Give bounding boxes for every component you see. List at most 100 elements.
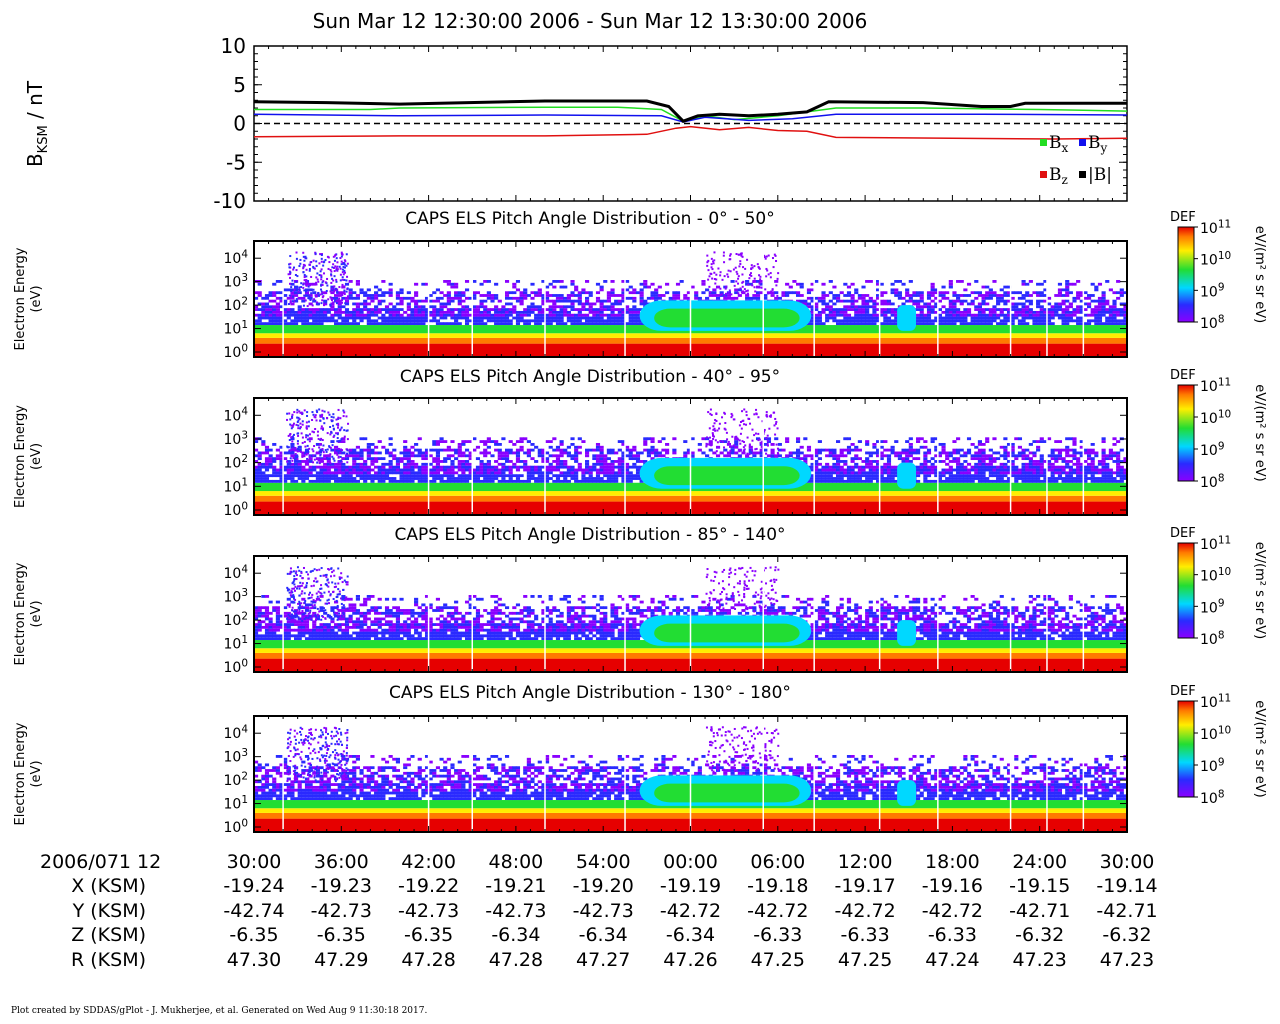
flux-cell xyxy=(934,460,939,463)
flux-speck xyxy=(727,275,730,278)
flux-cell xyxy=(857,465,862,469)
flux-cell xyxy=(606,471,611,475)
flux-cell xyxy=(1003,474,1008,478)
flux-cell xyxy=(959,313,964,317)
flux-cell xyxy=(388,471,393,475)
flux-cell xyxy=(1025,454,1030,458)
flux-cell xyxy=(934,296,939,300)
flux-cell xyxy=(603,474,608,478)
flux-cell xyxy=(832,451,837,455)
flux-cell xyxy=(381,313,386,317)
flux-cell xyxy=(890,319,895,323)
flux-cell xyxy=(1123,316,1128,320)
flux-cell xyxy=(1061,316,1066,320)
flux-speck xyxy=(320,268,323,271)
flux-cell xyxy=(435,288,441,292)
flux-cell xyxy=(1036,305,1041,309)
spectrogram-panel-1: CAPS ELS Pitch Angle Distribution - 0° -… xyxy=(13,209,1267,361)
flux-cell xyxy=(730,451,735,455)
flux-cell xyxy=(963,451,968,455)
flux-cell xyxy=(428,319,433,323)
flux-cell xyxy=(512,285,517,289)
flux-cell xyxy=(970,302,975,306)
flux-cell xyxy=(643,437,648,441)
flux-cell xyxy=(352,296,357,300)
flux-cell xyxy=(443,280,448,283)
flux-cell xyxy=(992,474,997,478)
flux-cell xyxy=(301,460,306,463)
flux-cell xyxy=(344,310,350,314)
flux-cell xyxy=(603,471,608,475)
flux-cell xyxy=(621,291,626,295)
flux-cell xyxy=(1090,319,1095,323)
flux-cell xyxy=(574,308,579,311)
flux-speck xyxy=(746,292,749,295)
flux-cell xyxy=(883,319,888,323)
flux-cell xyxy=(876,302,881,306)
flux-cell xyxy=(683,294,688,297)
flux-cell xyxy=(654,288,659,292)
flux-cell xyxy=(886,308,892,311)
flux-cell xyxy=(763,437,768,441)
flux-cell xyxy=(628,310,633,314)
flux-cell xyxy=(279,291,284,295)
flux-cell xyxy=(894,280,899,283)
flux-cell xyxy=(985,291,990,295)
flux-cell xyxy=(381,291,386,295)
flux-cell xyxy=(494,322,499,326)
flux-cell xyxy=(1028,308,1033,311)
flux-cell xyxy=(1108,319,1113,323)
flux-cell xyxy=(1043,313,1048,317)
flux-cell xyxy=(501,316,506,320)
flux-cell xyxy=(639,282,644,286)
flux-speck xyxy=(289,262,292,265)
flux-cell xyxy=(1021,319,1026,323)
flux-cell xyxy=(759,280,764,283)
flux-cell xyxy=(617,299,622,303)
flux-cell xyxy=(941,445,946,449)
flux-cell xyxy=(1032,451,1037,455)
flux-cell xyxy=(526,322,531,326)
flux-cell xyxy=(363,474,368,478)
flux-cell xyxy=(1123,302,1128,306)
flux-cell xyxy=(1017,291,1023,295)
flux-cell xyxy=(323,465,328,469)
flux-cell xyxy=(1003,316,1008,320)
flux-cell xyxy=(319,316,324,320)
flux-cell xyxy=(388,291,393,295)
flux-cell xyxy=(894,451,899,455)
flux-cell xyxy=(526,310,531,314)
flux-cell xyxy=(650,448,655,452)
flux-cell xyxy=(384,468,390,472)
flux-cell xyxy=(625,296,630,300)
flux-cell xyxy=(974,313,979,317)
flux-cell xyxy=(414,313,419,317)
flux-cell xyxy=(326,477,331,480)
mag-y-axis-label: BKSM / nT xyxy=(23,80,51,167)
flux-cell xyxy=(461,310,466,314)
flux-cell xyxy=(384,462,390,466)
flux-cell xyxy=(472,313,477,317)
flux-cell xyxy=(795,440,801,443)
flux-cell xyxy=(948,308,953,311)
flux-cell xyxy=(537,479,542,483)
flux-cell xyxy=(777,454,782,458)
flux-cell xyxy=(363,313,368,317)
flux-cell xyxy=(617,302,622,306)
flux-cell xyxy=(1065,288,1070,292)
flux-cell xyxy=(846,319,852,323)
flux-cell xyxy=(752,296,757,300)
flux-cell xyxy=(996,474,1001,478)
flux-cell xyxy=(610,313,615,317)
flux-cell xyxy=(1010,305,1015,309)
flux-cell xyxy=(363,291,368,295)
flux-cell xyxy=(854,457,859,461)
flux-cell xyxy=(301,322,306,326)
flux-speck xyxy=(319,293,322,296)
flux-cell xyxy=(999,308,1004,311)
flux-cell xyxy=(261,451,266,455)
flux-cell xyxy=(1046,302,1052,306)
flux-cell xyxy=(803,460,808,463)
flux-cell xyxy=(603,465,608,469)
flux-cell xyxy=(654,454,659,458)
